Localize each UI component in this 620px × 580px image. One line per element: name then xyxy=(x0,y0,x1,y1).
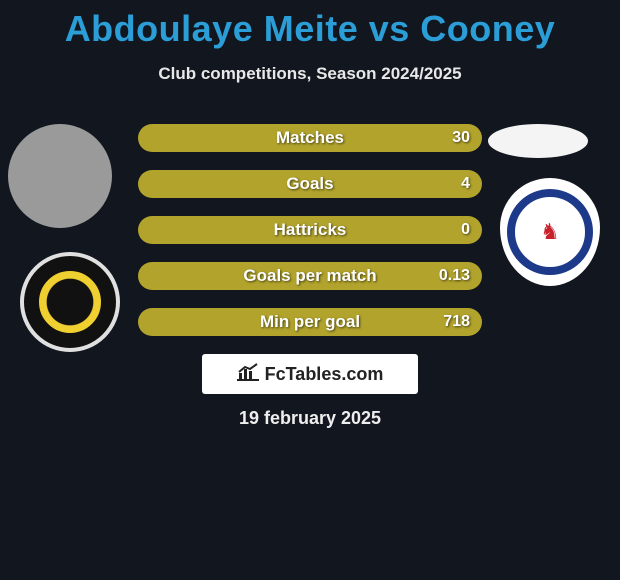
left-player-avatar xyxy=(8,124,112,228)
bar-right-value: 4 xyxy=(461,175,470,193)
bar-label: Goals per match xyxy=(243,266,376,286)
bar-min-per-goal: Min per goal 718 xyxy=(138,308,482,336)
comparison-bars: Matches 30 Goals 4 Hattricks 0 Goals per… xyxy=(138,124,482,354)
right-club-badge: ♞ xyxy=(500,178,600,286)
right-player-avatar xyxy=(488,124,588,158)
left-club-badge-inner xyxy=(39,271,101,333)
brand-text: FcTables.com xyxy=(265,364,384,385)
date-label: 19 february 2025 xyxy=(239,408,381,429)
bar-label: Matches xyxy=(276,128,344,148)
bar-right-value: 0.13 xyxy=(439,267,470,285)
bar-hattricks: Hattricks 0 xyxy=(138,216,482,244)
bar-right-value: 0 xyxy=(461,221,470,239)
bar-goals: Goals 4 xyxy=(138,170,482,198)
bar-label: Hattricks xyxy=(274,220,347,240)
right-club-ring: ♞ xyxy=(507,189,593,275)
brand-box: FcTables.com xyxy=(202,354,418,394)
bar-label: Goals xyxy=(286,174,333,194)
bar-goals-per-match: Goals per match 0.13 xyxy=(138,262,482,290)
bar-matches: Matches 30 xyxy=(138,124,482,152)
page-title: Abdoulaye Meite vs Cooney xyxy=(0,0,620,50)
bar-right-value: 718 xyxy=(443,313,470,331)
chart-icon xyxy=(237,363,259,386)
bar-label: Min per goal xyxy=(260,312,360,332)
bar-right-value: 30 xyxy=(452,129,470,147)
right-club-lion-icon: ♞ xyxy=(532,214,568,250)
left-club-badge xyxy=(20,252,120,352)
page-subtitle: Club competitions, Season 2024/2025 xyxy=(0,64,620,84)
